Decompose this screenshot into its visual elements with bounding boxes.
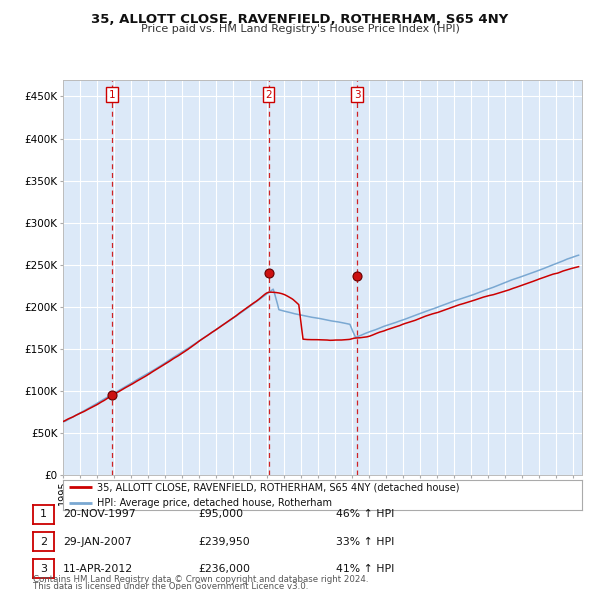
- Text: 33% ↑ HPI: 33% ↑ HPI: [336, 537, 394, 546]
- Text: 11-APR-2012: 11-APR-2012: [63, 564, 133, 573]
- Text: HPI: Average price, detached house, Rotherham: HPI: Average price, detached house, Roth…: [97, 498, 332, 507]
- Text: £236,000: £236,000: [198, 564, 250, 573]
- Text: 35, ALLOTT CLOSE, RAVENFIELD, ROTHERHAM, S65 4NY (detached house): 35, ALLOTT CLOSE, RAVENFIELD, ROTHERHAM,…: [97, 483, 459, 492]
- Text: 1: 1: [40, 510, 47, 519]
- Text: Contains HM Land Registry data © Crown copyright and database right 2024.: Contains HM Land Registry data © Crown c…: [33, 575, 368, 584]
- Text: 29-JAN-2007: 29-JAN-2007: [63, 537, 131, 546]
- Text: 41% ↑ HPI: 41% ↑ HPI: [336, 564, 394, 573]
- Text: 35, ALLOTT CLOSE, RAVENFIELD, ROTHERHAM, S65 4NY: 35, ALLOTT CLOSE, RAVENFIELD, ROTHERHAM,…: [91, 13, 509, 26]
- Text: Price paid vs. HM Land Registry's House Price Index (HPI): Price paid vs. HM Land Registry's House …: [140, 24, 460, 34]
- Text: 1: 1: [109, 90, 115, 100]
- Text: 2: 2: [265, 90, 272, 100]
- Text: 3: 3: [354, 90, 361, 100]
- Text: £239,950: £239,950: [198, 537, 250, 546]
- Text: 20-NOV-1997: 20-NOV-1997: [63, 510, 136, 519]
- Text: £95,000: £95,000: [198, 510, 243, 519]
- Text: This data is licensed under the Open Government Licence v3.0.: This data is licensed under the Open Gov…: [33, 582, 308, 590]
- Text: 2: 2: [40, 537, 47, 546]
- Text: 46% ↑ HPI: 46% ↑ HPI: [336, 510, 394, 519]
- Text: 3: 3: [40, 564, 47, 573]
